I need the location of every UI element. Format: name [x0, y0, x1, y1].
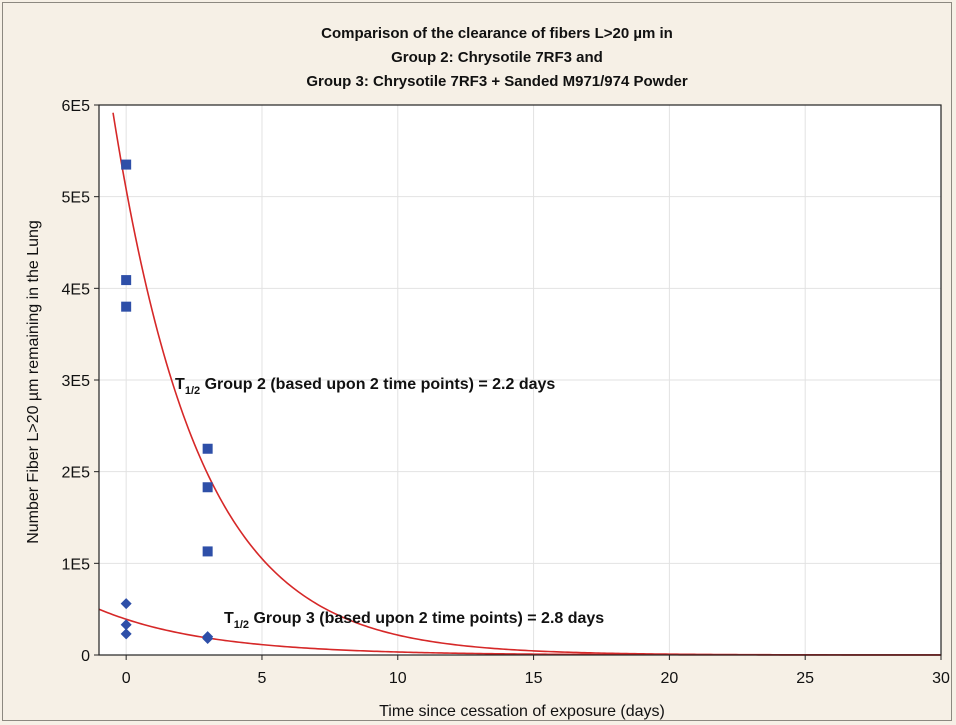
x-tick-label-5: 25	[796, 670, 814, 687]
annotation-2: T1/2 Group 3 (based upon 2 time points) …	[224, 610, 604, 631]
x-tick-label-6: 30	[932, 670, 950, 687]
x-tick-label-3: 15	[525, 670, 543, 687]
annotation-1: T1/2 Group 2 (based upon 2 time points) …	[175, 376, 555, 397]
y-tick-label-4: 4E5	[62, 281, 91, 298]
y-tick-label-5: 5E5	[62, 190, 91, 207]
annotations: T1/2 Group 2 (based upon 2 time points) …	[175, 376, 604, 631]
grid-lines	[99, 105, 941, 655]
y-axis-title: Number Fiber L>20 µm remaining in the Lu…	[25, 220, 42, 544]
series-1-point-4	[202, 482, 213, 493]
x-tick-label-0: 0	[122, 670, 131, 687]
y-tick-label-1: 1E5	[62, 556, 91, 573]
x-axis-title: Time since cessation of exposure (days)	[379, 703, 665, 720]
title-line-2: Group 2: Chrysotile 7RF3 and	[391, 49, 603, 66]
series-1-point-3	[202, 443, 213, 454]
title-line-3: Group 3: Chrysotile 7RF3 + Sanded M971/9…	[306, 73, 688, 90]
y-tick-label-3: 3E5	[62, 373, 91, 390]
x-tick-label-1: 5	[258, 670, 267, 687]
y-tick-label-2: 2E5	[62, 465, 91, 482]
chart-title: Comparison of the clearance of fibers L>…	[306, 25, 688, 90]
series-2-point-4	[202, 633, 214, 644]
x-axis-ticks: 0 5 10 15 20 25 30	[122, 655, 950, 687]
y-axis-ticks: 0 1E5 2E5 3E5 4E5 5E5 6E5	[62, 98, 99, 665]
series-1-point-5	[202, 546, 213, 557]
series-2-point-0	[120, 598, 132, 610]
series-2-point-2	[120, 628, 132, 640]
x-tick-label-2: 10	[389, 670, 407, 687]
series-2-point-1	[120, 619, 132, 631]
series-1-point-0	[121, 159, 132, 170]
x-tick-label-4: 20	[660, 670, 678, 687]
y-tick-label-6: 6E5	[62, 98, 91, 115]
series-1-point-2	[121, 301, 132, 312]
data-points	[120, 159, 214, 644]
title-line-1: Comparison of the clearance of fibers L>…	[321, 25, 673, 42]
y-tick-label-0: 0	[81, 648, 90, 665]
series-1-point-1	[121, 275, 132, 286]
